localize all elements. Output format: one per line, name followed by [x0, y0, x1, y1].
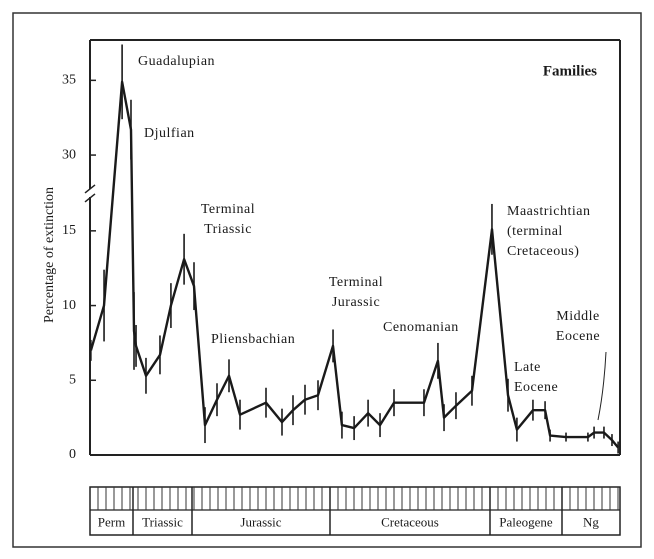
period-label: Paleogene	[499, 514, 553, 529]
data-line	[89, 80, 620, 449]
axis-break	[84, 193, 96, 203]
axis-break	[84, 184, 96, 194]
period-label: Ng	[583, 514, 599, 529]
annotation: Eocene	[514, 380, 558, 395]
annotation-pointer	[597, 351, 607, 421]
outer-frame	[12, 12, 642, 548]
annotation: Triassic	[204, 222, 252, 237]
period-label: Cretaceous	[381, 514, 439, 529]
y-tick-label: 10	[62, 298, 76, 313]
annotation: Pliensbachian	[211, 332, 295, 347]
annotation: Maastrichtian	[507, 204, 590, 219]
annotation: Terminal	[329, 275, 383, 290]
annotation: Eocene	[556, 329, 600, 344]
y-tick-label: 0	[69, 447, 76, 462]
period-label: Jurassic	[240, 514, 281, 529]
y-axis-label: Percentage of extinction	[42, 187, 57, 323]
series-label: Families	[543, 63, 597, 79]
annotation: Jurassic	[332, 295, 380, 310]
annotation: Terminal	[201, 202, 255, 217]
annotation: Cenomanian	[383, 320, 459, 335]
period-label: Triassic	[142, 514, 183, 529]
annotation: Djulfian	[144, 126, 195, 141]
y-tick-label: 30	[62, 147, 76, 162]
annotation: Cretaceous)	[507, 244, 579, 259]
annotation: Middle	[556, 309, 599, 324]
annotation: (terminal	[507, 224, 563, 239]
period-label: Perm	[98, 514, 125, 529]
annotation: Guadalupian	[138, 54, 215, 69]
annotation: Late	[514, 360, 541, 375]
y-tick-label: 5	[69, 372, 76, 387]
period-bar	[89, 486, 621, 536]
y-tick-label: 15	[62, 223, 76, 238]
y-tick-label: 35	[62, 73, 76, 88]
